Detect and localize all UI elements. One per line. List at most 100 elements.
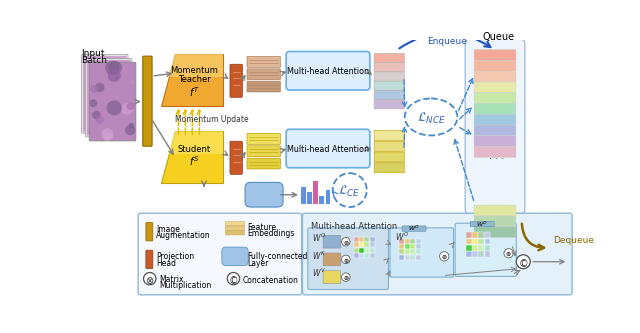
FancyBboxPatch shape [247, 146, 280, 157]
Text: Teacher: Teacher [177, 75, 211, 84]
FancyBboxPatch shape [374, 72, 404, 81]
Text: $\otimes$: $\otimes$ [441, 253, 447, 261]
FancyBboxPatch shape [83, 56, 127, 132]
Circle shape [122, 103, 133, 115]
Bar [353, 237, 358, 242]
FancyBboxPatch shape [474, 50, 516, 60]
Text: Multi-head Attention: Multi-head Attention [287, 145, 369, 154]
Bar [415, 249, 420, 254]
Text: Feature: Feature [248, 223, 276, 232]
FancyBboxPatch shape [465, 39, 525, 214]
FancyBboxPatch shape [455, 223, 516, 276]
Bar [399, 244, 404, 249]
FancyBboxPatch shape [87, 60, 131, 136]
FancyBboxPatch shape [474, 205, 516, 216]
Bar [370, 242, 375, 247]
Circle shape [333, 173, 367, 207]
Text: Enqueue: Enqueue [427, 37, 467, 46]
FancyBboxPatch shape [474, 114, 516, 125]
Circle shape [101, 128, 113, 140]
Text: Multi-head Attention: Multi-head Attention [311, 222, 397, 231]
Bar [359, 253, 364, 258]
Circle shape [105, 61, 120, 75]
FancyBboxPatch shape [286, 52, 370, 90]
FancyBboxPatch shape [323, 253, 340, 266]
Bar [364, 248, 369, 253]
Circle shape [92, 111, 100, 119]
Text: Multiplication: Multiplication [159, 281, 211, 290]
Text: $\copyright$: $\copyright$ [228, 274, 239, 286]
FancyBboxPatch shape [85, 58, 132, 137]
Text: $\otimes$: $\otimes$ [342, 256, 349, 264]
Bar [359, 237, 364, 242]
FancyBboxPatch shape [225, 231, 244, 235]
FancyBboxPatch shape [138, 213, 301, 295]
Circle shape [127, 102, 134, 110]
Circle shape [129, 123, 134, 129]
FancyBboxPatch shape [247, 57, 280, 67]
Text: $f^T$: $f^T$ [189, 85, 199, 99]
Bar [472, 245, 478, 250]
FancyBboxPatch shape [374, 90, 404, 100]
Bar [404, 249, 410, 254]
Circle shape [125, 125, 136, 135]
Circle shape [440, 252, 449, 261]
FancyArrowPatch shape [522, 224, 544, 250]
Text: $\copyright$: $\copyright$ [518, 257, 529, 269]
Bar [472, 232, 478, 238]
Bar [307, 192, 312, 204]
FancyBboxPatch shape [247, 134, 280, 144]
FancyBboxPatch shape [230, 141, 243, 174]
FancyBboxPatch shape [308, 228, 388, 289]
Circle shape [115, 96, 118, 100]
Bar [478, 239, 484, 244]
Circle shape [107, 100, 122, 115]
Circle shape [227, 272, 239, 285]
FancyBboxPatch shape [222, 247, 248, 266]
Circle shape [342, 255, 350, 264]
FancyBboxPatch shape [474, 147, 516, 158]
FancyBboxPatch shape [247, 158, 280, 169]
Bar [364, 253, 369, 258]
Bar [478, 251, 484, 257]
Text: Dequeue: Dequeue [553, 236, 594, 245]
Bar [399, 255, 404, 260]
Text: Momentum: Momentum [170, 66, 218, 75]
Text: Momentum Update: Momentum Update [175, 116, 248, 125]
FancyBboxPatch shape [323, 271, 340, 283]
Bar [415, 244, 420, 249]
FancyBboxPatch shape [81, 55, 128, 133]
Text: $\otimes$: $\otimes$ [505, 250, 512, 258]
FancyBboxPatch shape [247, 81, 280, 92]
Text: $\mathcal{L}_{CE}$: $\mathcal{L}_{CE}$ [339, 184, 361, 199]
Circle shape [108, 69, 121, 82]
Bar [466, 245, 472, 250]
Bar [415, 239, 420, 244]
Polygon shape [161, 54, 223, 106]
Text: $\otimes$: $\otimes$ [145, 275, 154, 286]
Text: $W^O$: $W^O$ [395, 231, 409, 243]
Bar [484, 239, 490, 244]
Bar [472, 251, 478, 257]
Circle shape [115, 76, 119, 80]
FancyBboxPatch shape [286, 129, 370, 168]
Text: $W^Q$: $W^Q$ [312, 232, 327, 244]
Bar [484, 232, 490, 238]
Text: $\otimes$: $\otimes$ [342, 274, 349, 282]
FancyBboxPatch shape [374, 152, 404, 162]
Bar [415, 255, 420, 260]
FancyBboxPatch shape [374, 163, 404, 173]
Bar [478, 232, 484, 238]
FancyBboxPatch shape [374, 63, 404, 72]
FancyBboxPatch shape [374, 141, 404, 151]
Ellipse shape [404, 99, 458, 136]
FancyBboxPatch shape [247, 69, 280, 80]
FancyBboxPatch shape [474, 227, 516, 237]
Bar [326, 190, 330, 204]
Bar [478, 245, 484, 250]
Bar [472, 239, 478, 244]
FancyBboxPatch shape [225, 226, 244, 230]
Text: $W^O$: $W^O$ [476, 219, 488, 229]
Bar [359, 242, 364, 247]
Bar [319, 196, 324, 204]
